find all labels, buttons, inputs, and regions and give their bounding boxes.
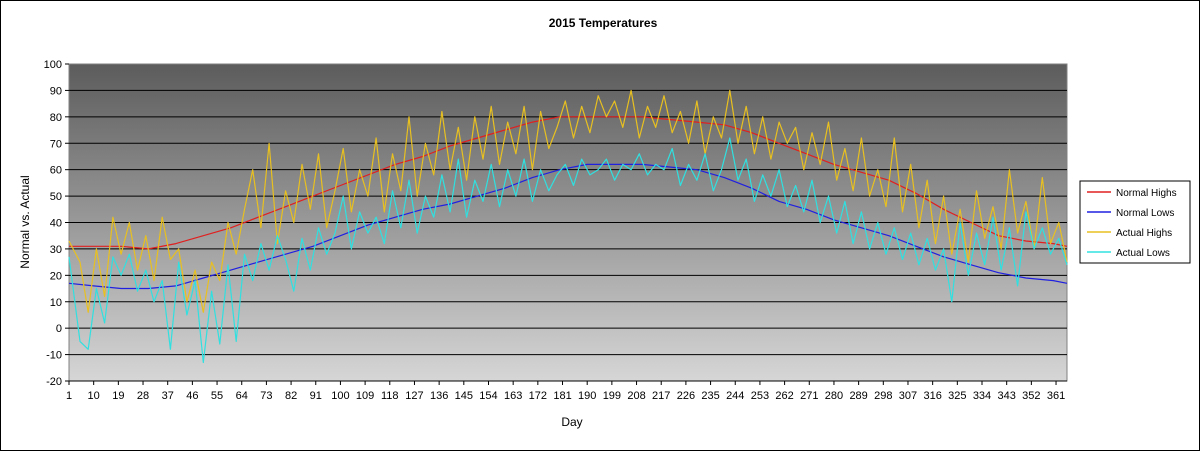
x-tick-label: 37	[162, 390, 174, 402]
y-tick-label: 60	[50, 165, 62, 177]
y-axis-label: Normal vs. Actual	[18, 175, 32, 268]
x-tick-label: 109	[356, 390, 374, 402]
x-tick-label: 1	[66, 390, 72, 402]
x-tick-label: 10	[88, 390, 100, 402]
x-tick-label: 64	[236, 390, 248, 402]
legend-box	[1079, 180, 1191, 264]
y-tick-label: 10	[50, 297, 62, 309]
x-tick-label: 217	[652, 390, 670, 402]
x-tick-label: 343	[998, 390, 1016, 402]
y-tick-label: 40	[50, 218, 62, 230]
x-tick-label: 352	[1022, 390, 1040, 402]
x-tick-label: 307	[899, 390, 917, 402]
x-tick-label: 190	[578, 390, 596, 402]
x-tick-label: 199	[603, 390, 621, 402]
x-tick-label: 271	[800, 390, 818, 402]
y-tick-label: 20	[50, 270, 62, 282]
y-tick-label: 100	[44, 59, 62, 71]
x-tick-label: 28	[137, 390, 149, 402]
x-tick-label: 163	[504, 390, 522, 402]
x-tick-label: 145	[455, 390, 473, 402]
x-tick-label: 100	[331, 390, 349, 402]
x-tick-label: 235	[701, 390, 719, 402]
y-tick-label: 30	[50, 244, 62, 256]
y-tick-label: 80	[50, 112, 62, 124]
x-tick-label: 118	[381, 390, 399, 402]
x-tick-label: 325	[948, 390, 966, 402]
legend-label: Normal Lows	[1116, 208, 1174, 219]
x-tick-label: 127	[405, 390, 423, 402]
y-tick-label: -20	[46, 376, 62, 388]
x-tick-label: 316	[923, 390, 941, 402]
x-tick-label: 361	[1047, 390, 1065, 402]
x-tick-label: 226	[677, 390, 695, 402]
series-line-actual-highs	[68, 89, 1068, 313]
x-tick-label: 244	[726, 390, 744, 402]
y-tick-label: 70	[50, 138, 62, 150]
x-tick-label: 298	[874, 390, 892, 402]
x-tick-label: 262	[775, 390, 793, 402]
x-tick-label: 55	[211, 390, 223, 402]
series-line-actual-lows	[68, 137, 1068, 364]
x-tick-label: 172	[529, 390, 547, 402]
y-tick-label: -10	[46, 350, 62, 362]
legend: Normal Highs Normal Lows Actual Highs Actua…	[1079, 180, 1191, 264]
legend-label: Actual Highs	[1116, 228, 1172, 239]
series-lines	[68, 89, 1068, 364]
x-tick-label: 91	[310, 390, 322, 402]
x-tick-label: 19	[112, 390, 124, 402]
chart-title: 2015 Temperatures	[549, 16, 658, 30]
series-line-normal-highs	[69, 116, 1068, 250]
x-tick-label: 280	[825, 390, 843, 402]
x-tick-label: 154	[479, 390, 497, 402]
legend-label: Actual Lows	[1116, 248, 1170, 259]
x-tick-label: 73	[260, 390, 272, 402]
x-tick-label: 82	[285, 390, 297, 402]
legend-label: Normal Highs	[1116, 188, 1177, 199]
x-tick-label: 46	[186, 390, 198, 402]
x-tick-label: 208	[627, 390, 645, 402]
y-tick-label: 50	[50, 191, 62, 203]
x-tick-label: 253	[751, 390, 769, 402]
x-axis-ticks: 1 10 19 28 37 46 55 64 73 82 91 100 109 118 127 136 145 1…	[66, 380, 1067, 402]
x-tick-label: 136	[430, 390, 448, 402]
x-axis-label: Day	[561, 415, 582, 429]
y-tick-label: 90	[50, 85, 62, 97]
x-tick-label: 334	[973, 390, 991, 402]
x-tick-label: 181	[553, 390, 571, 402]
x-tick-label: 289	[849, 390, 867, 402]
series-line-normal-lows	[68, 163, 1068, 290]
y-tick-label: 0	[56, 323, 62, 335]
